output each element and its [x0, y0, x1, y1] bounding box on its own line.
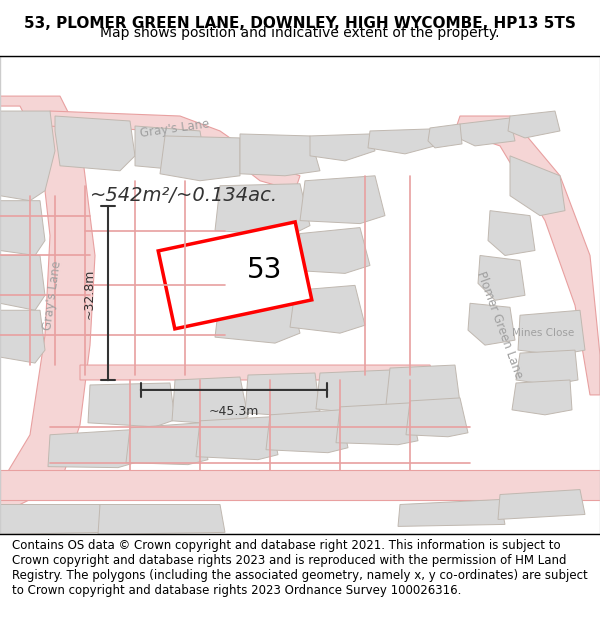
Polygon shape — [398, 499, 505, 526]
Polygon shape — [0, 201, 45, 256]
Text: Mines Close: Mines Close — [512, 328, 574, 338]
Polygon shape — [310, 134, 375, 161]
Polygon shape — [516, 350, 578, 385]
Polygon shape — [508, 111, 560, 138]
Polygon shape — [80, 365, 435, 380]
Polygon shape — [98, 504, 225, 534]
Polygon shape — [510, 156, 565, 216]
Polygon shape — [126, 422, 208, 464]
Text: 53, PLOMER GREEN LANE, DOWNLEY, HIGH WYCOMBE, HP13 5TS: 53, PLOMER GREEN LANE, DOWNLEY, HIGH WYC… — [24, 16, 576, 31]
Polygon shape — [196, 417, 278, 459]
Polygon shape — [240, 134, 320, 176]
Polygon shape — [0, 111, 55, 201]
Polygon shape — [88, 383, 175, 427]
Polygon shape — [0, 96, 95, 514]
Polygon shape — [368, 129, 435, 154]
Polygon shape — [215, 238, 305, 291]
Polygon shape — [135, 126, 205, 171]
Polygon shape — [0, 256, 45, 310]
Polygon shape — [295, 228, 370, 273]
Polygon shape — [160, 136, 240, 181]
Polygon shape — [266, 410, 348, 452]
Polygon shape — [406, 398, 468, 437]
Polygon shape — [290, 286, 365, 333]
Polygon shape — [172, 377, 248, 425]
Polygon shape — [0, 310, 45, 363]
Text: ~542m²/~0.134ac.: ~542m²/~0.134ac. — [90, 186, 278, 205]
Text: 53: 53 — [247, 256, 283, 284]
Text: ~32.8m: ~32.8m — [83, 268, 96, 319]
Polygon shape — [518, 310, 585, 355]
Polygon shape — [498, 489, 585, 519]
Polygon shape — [512, 380, 572, 415]
Polygon shape — [215, 184, 310, 236]
Polygon shape — [458, 118, 515, 146]
Polygon shape — [245, 373, 320, 417]
Polygon shape — [48, 430, 135, 468]
Text: ~45.3m: ~45.3m — [209, 405, 259, 418]
Polygon shape — [316, 370, 395, 415]
Text: Map shows position and indicative extent of the property.: Map shows position and indicative extent… — [100, 26, 500, 41]
Polygon shape — [336, 403, 418, 445]
Polygon shape — [215, 293, 300, 343]
Text: Gray's Lane: Gray's Lane — [139, 118, 211, 140]
Polygon shape — [0, 504, 105, 534]
Polygon shape — [45, 111, 300, 191]
Polygon shape — [158, 222, 312, 329]
Polygon shape — [300, 176, 385, 224]
Polygon shape — [455, 116, 600, 395]
Polygon shape — [386, 365, 460, 410]
Text: Contains OS data © Crown copyright and database right 2021. This information is : Contains OS data © Crown copyright and d… — [12, 539, 588, 597]
Text: Plomer Green Lane: Plomer Green Lane — [475, 270, 526, 381]
Text: Gray's Lane: Gray's Lane — [41, 260, 64, 331]
Polygon shape — [428, 124, 462, 148]
Polygon shape — [468, 303, 515, 345]
Polygon shape — [0, 469, 600, 499]
Polygon shape — [478, 256, 525, 300]
Polygon shape — [55, 116, 135, 171]
Polygon shape — [488, 211, 535, 256]
